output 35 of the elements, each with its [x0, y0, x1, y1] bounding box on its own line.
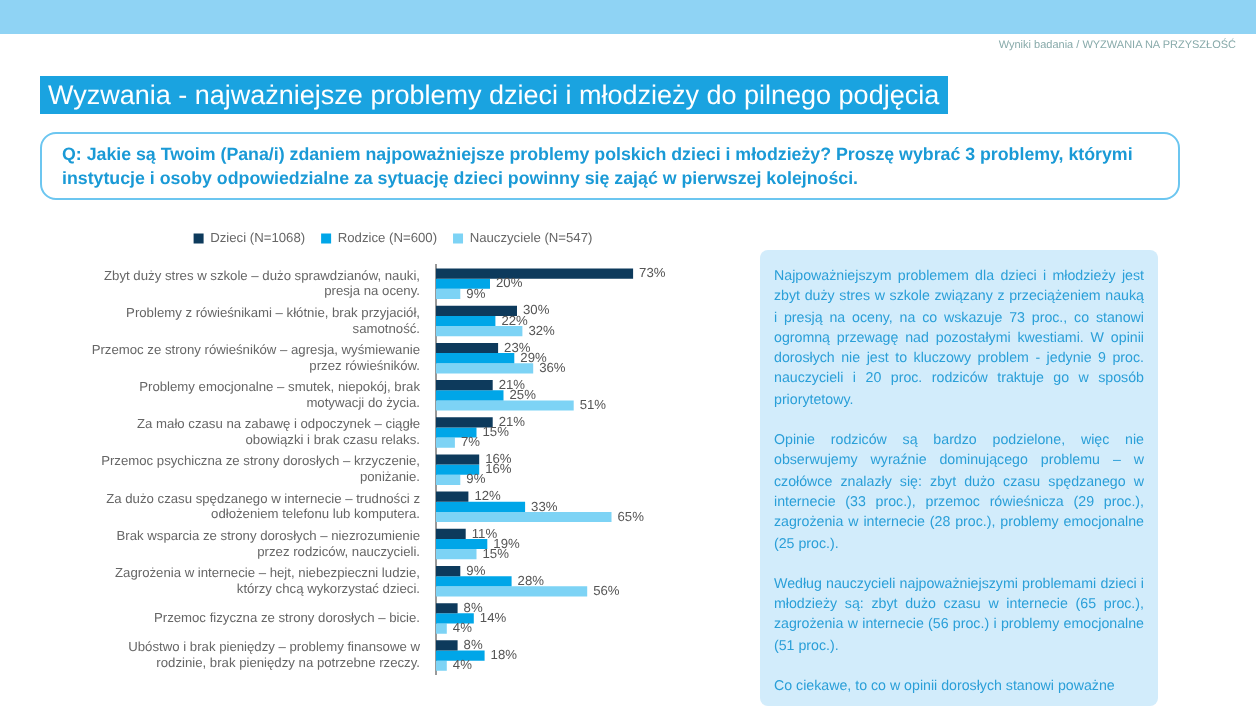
- bar: [436, 288, 461, 300]
- bar: [436, 380, 493, 391]
- bar: [436, 528, 466, 539]
- bar: [436, 427, 477, 438]
- chart-subtitle: Q: Jakie są Twoim (Pana/i) zdaniem najpoważniejsze problemy polskich dzieci i młodzieży? Proszę wybrać 3 problemy, którymi instytucje i osoby odpowiedzialne za sytuację dzieci powinny się zająć w pierwszej kolejności.: [40, 132, 1180, 200]
- bar: [436, 342, 499, 354]
- bar: [436, 623, 447, 634]
- bar: [436, 511, 612, 523]
- bar: [436, 417, 493, 428]
- bar: [436, 454, 480, 465]
- bar: [436, 464, 480, 475]
- bar: [436, 660, 447, 671]
- bar: [436, 474, 461, 485]
- bar: [436, 400, 574, 411]
- bar: [436, 326, 523, 337]
- bar: [436, 363, 534, 374]
- bar: [436, 437, 455, 448]
- bar: [436, 501, 526, 512]
- chart-title: Wyzwania - najważniejsze problemy dzieci i młodzieży do pilnego podjęcia: [40, 76, 948, 114]
- bar: [436, 390, 504, 401]
- bar: [436, 315, 496, 327]
- bar: [436, 576, 512, 587]
- bar: [436, 538, 488, 550]
- bar: [436, 565, 461, 577]
- bar: [436, 586, 588, 597]
- bar: [436, 278, 490, 289]
- bar: [436, 640, 458, 651]
- bar: [436, 491, 469, 502]
- bar: [436, 268, 634, 279]
- bar: [436, 650, 485, 661]
- bar: [436, 353, 515, 364]
- bar: [436, 305, 517, 316]
- bar: [436, 603, 458, 614]
- bar: [436, 549, 477, 560]
- bar: [436, 613, 474, 624]
